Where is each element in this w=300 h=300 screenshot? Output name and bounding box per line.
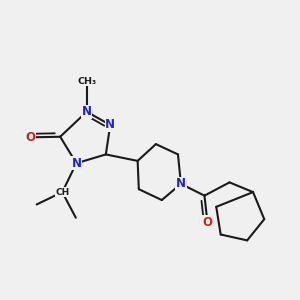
Text: CH₃: CH₃ [77,77,96,86]
Text: O: O [26,131,36,144]
Text: N: N [82,105,92,118]
Text: N: N [71,157,81,170]
Text: O: O [202,216,212,229]
Text: N: N [105,118,115,131]
Text: N: N [176,177,186,190]
Text: CH: CH [55,188,69,196]
